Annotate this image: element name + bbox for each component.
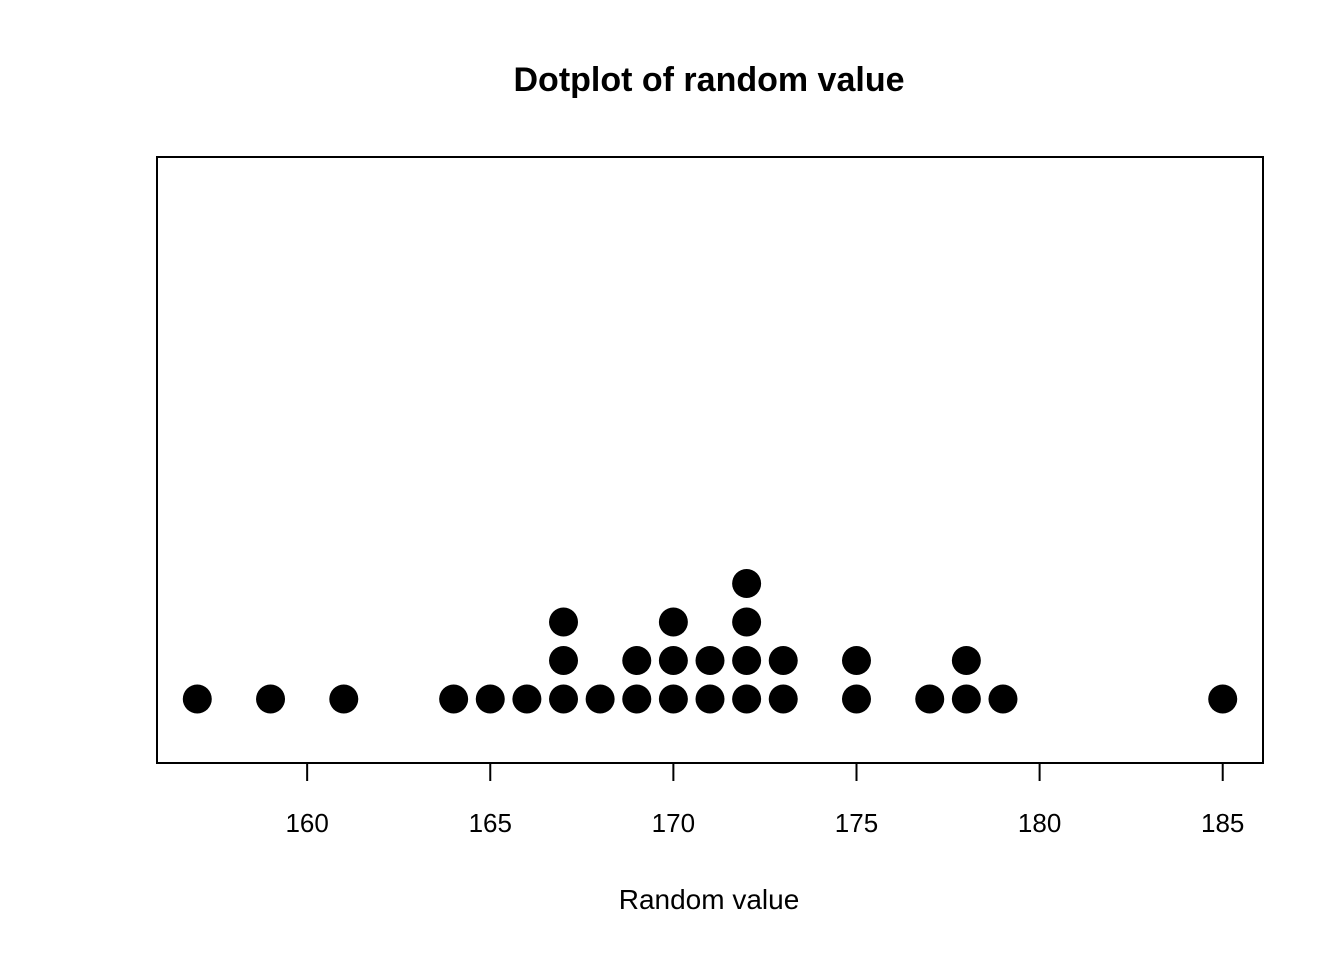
data-dot [695, 646, 725, 675]
data-dot [732, 646, 762, 675]
x-tick-label: 175 [835, 808, 878, 838]
x-tick-label: 170 [652, 808, 695, 838]
data-dot [182, 684, 212, 714]
data-dot [695, 684, 725, 714]
chart-title: Dotplot of random value [514, 61, 905, 99]
data-dot [768, 684, 798, 714]
x-tick-label: 160 [285, 808, 328, 838]
data-dot [622, 646, 652, 675]
data-dot [841, 684, 871, 714]
data-dot [439, 684, 469, 714]
plot-frame [156, 156, 1264, 764]
data-dot [658, 607, 688, 637]
data-dot [549, 607, 579, 637]
data-dot [658, 646, 688, 675]
data-dot [585, 684, 615, 714]
data-dot [475, 684, 505, 714]
data-dot [512, 684, 542, 714]
dots-layer [182, 569, 1238, 714]
x-tick-label: 165 [469, 808, 512, 838]
data-dot [549, 646, 579, 675]
data-dot [768, 646, 798, 675]
data-dot [622, 684, 652, 714]
data-dot [549, 684, 579, 714]
data-dot [915, 684, 945, 714]
data-dot [951, 646, 981, 675]
data-dot [841, 646, 871, 675]
data-dot [732, 607, 762, 637]
data-dot [329, 684, 359, 714]
x-axis-label: Random value [619, 884, 800, 915]
x-tick-label: 180 [1018, 808, 1061, 838]
data-dot [732, 569, 762, 598]
data-dot [1208, 684, 1238, 714]
x-axis: 160 165 170 175 180 185 [285, 763, 1244, 838]
data-dot [658, 684, 688, 714]
data-dot [988, 684, 1018, 714]
data-dot [732, 684, 762, 714]
x-tick-label: 185 [1201, 808, 1244, 838]
data-dot [256, 684, 286, 714]
data-dot [951, 684, 981, 714]
